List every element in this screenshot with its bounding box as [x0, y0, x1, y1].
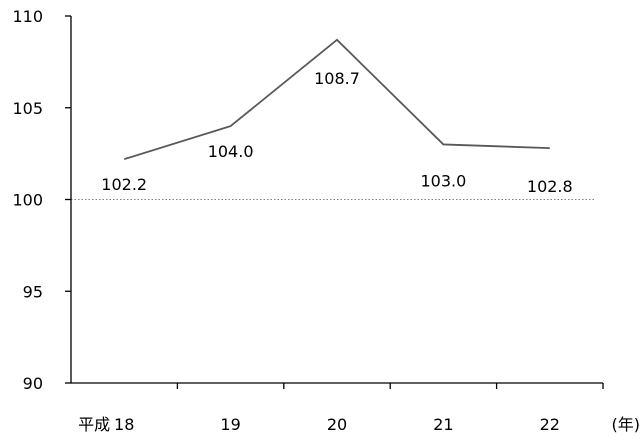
x-unit-label: (年)	[612, 415, 641, 434]
x-tick-label: 21	[433, 415, 453, 434]
x-tick-label: 22	[540, 415, 560, 434]
x-tick-label: 19	[220, 415, 240, 434]
x-tick-label: 18	[114, 415, 134, 434]
x-category-prefix: 平成	[78, 415, 110, 434]
axes	[65, 15, 604, 389]
y-tick-label: 100	[12, 191, 43, 210]
tick-label-layer: 90 95 100 105 110 18 19 20 21 22 平成 (年)	[12, 7, 640, 434]
data-label: 103.0	[420, 171, 466, 190]
series-line	[123, 38, 550, 160]
y-tick-label: 90	[23, 374, 43, 393]
y-tick-label: 105	[12, 99, 43, 118]
x-tick-label: 20	[327, 415, 347, 434]
data-label: 108.7	[314, 69, 360, 88]
series-layer	[123, 38, 550, 160]
data-label: 104.0	[208, 142, 254, 161]
data-label-layer: 102.2 104.0 108.7 103.0 102.8	[101, 69, 572, 196]
y-tick-label: 95	[23, 282, 43, 301]
data-label: 102.8	[527, 177, 573, 196]
data-label: 102.2	[101, 175, 147, 194]
y-tick-label: 110	[12, 7, 43, 26]
